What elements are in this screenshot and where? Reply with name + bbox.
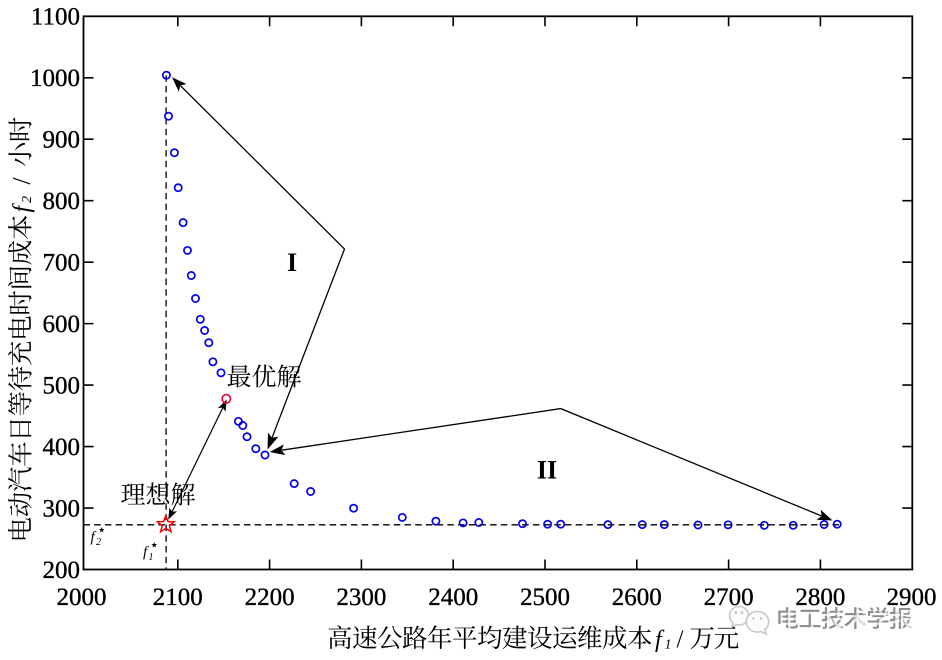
- svg-text:500: 500: [43, 372, 81, 399]
- svg-text:1: 1: [149, 552, 154, 563]
- svg-text:f: f: [10, 203, 36, 213]
- svg-text:/: /: [677, 626, 684, 653]
- svg-text:2100: 2100: [153, 584, 203, 611]
- svg-text:2700: 2700: [704, 584, 754, 611]
- svg-text:2: 2: [20, 196, 35, 203]
- svg-text:II: II: [537, 456, 557, 485]
- svg-text:I: I: [287, 248, 297, 277]
- svg-text:1000: 1000: [30, 65, 80, 92]
- svg-text:2800: 2800: [795, 584, 845, 611]
- svg-text:1: 1: [665, 638, 672, 653]
- svg-text:2600: 2600: [612, 584, 662, 611]
- svg-text:f: f: [91, 530, 97, 546]
- svg-text:/: /: [9, 178, 36, 185]
- svg-text:2: 2: [96, 537, 101, 548]
- svg-text:200: 200: [43, 557, 81, 584]
- svg-text:2200: 2200: [245, 584, 295, 611]
- svg-text:f: f: [655, 627, 665, 653]
- svg-text:2400: 2400: [428, 584, 478, 611]
- svg-text:600: 600: [43, 311, 81, 338]
- svg-text:2900: 2900: [887, 584, 937, 611]
- svg-text:f: f: [143, 545, 149, 561]
- svg-text:300: 300: [43, 495, 81, 522]
- svg-text:900: 900: [43, 127, 81, 154]
- svg-text:800: 800: [43, 188, 81, 215]
- svg-text:2000: 2000: [57, 584, 107, 611]
- svg-text:1100: 1100: [31, 4, 80, 31]
- svg-text:2500: 2500: [520, 584, 570, 611]
- svg-text:2300: 2300: [336, 584, 386, 611]
- svg-text:400: 400: [43, 434, 81, 461]
- svg-text:700: 700: [43, 250, 81, 277]
